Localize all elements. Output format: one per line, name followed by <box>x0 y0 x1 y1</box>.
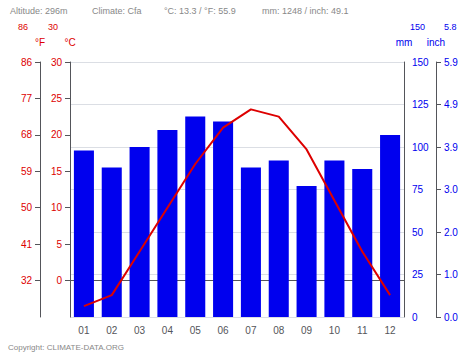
svg-text:mm: mm <box>396 37 413 48</box>
svg-text:5.9: 5.9 <box>444 57 458 68</box>
svg-text:0.0: 0.0 <box>444 312 458 323</box>
svg-text:03: 03 <box>134 325 146 336</box>
svg-text:75: 75 <box>412 184 424 195</box>
svg-text:09: 09 <box>301 325 313 336</box>
svg-text:07: 07 <box>245 325 257 336</box>
svg-text:11: 11 <box>357 325 368 336</box>
svg-text:12: 12 <box>385 325 397 336</box>
svg-text:10: 10 <box>329 325 341 336</box>
svg-text:30: 30 <box>51 57 63 68</box>
svg-text:°C: °C <box>64 37 75 48</box>
svg-text:°F: °F <box>35 37 45 48</box>
svg-text:59: 59 <box>21 166 33 177</box>
svg-text:mm: 1248 / inch: 49.1: mm: 1248 / inch: 49.1 <box>262 6 349 16</box>
svg-text:08: 08 <box>273 325 285 336</box>
svg-text:01: 01 <box>78 325 90 336</box>
svg-text:50: 50 <box>21 202 33 213</box>
svg-text:05: 05 <box>190 325 202 336</box>
svg-text:1.0: 1.0 <box>444 269 458 280</box>
svg-text:100: 100 <box>412 142 429 153</box>
svg-text:inch: inch <box>427 37 445 48</box>
svg-text:Copyright: CLIMATE-DATA.ORG: Copyright: CLIMATE-DATA.ORG <box>8 343 124 352</box>
svg-text:0: 0 <box>56 275 62 286</box>
svg-text:25: 25 <box>412 269 424 280</box>
svg-text:15: 15 <box>51 166 63 177</box>
svg-text:3.0: 3.0 <box>444 184 458 195</box>
svg-text:°C: 13.3 / °F: 55.9: °C: 13.3 / °F: 55.9 <box>164 6 236 16</box>
svg-text:150: 150 <box>410 22 425 32</box>
svg-text:20: 20 <box>51 129 63 140</box>
svg-text:2.0: 2.0 <box>444 227 458 238</box>
svg-text:86: 86 <box>18 22 28 32</box>
svg-text:32: 32 <box>21 275 33 286</box>
svg-text:25: 25 <box>51 93 63 104</box>
svg-text:41: 41 <box>21 239 33 250</box>
svg-text:86: 86 <box>21 57 33 68</box>
svg-text:77: 77 <box>21 93 33 104</box>
svg-text:30: 30 <box>48 22 58 32</box>
svg-text:0: 0 <box>412 312 418 323</box>
svg-text:02: 02 <box>106 325 118 336</box>
svg-text:5.8: 5.8 <box>444 22 457 32</box>
svg-text:4.9: 4.9 <box>444 99 458 110</box>
svg-text:Altitude: 296m: Altitude: 296m <box>10 6 68 16</box>
svg-text:3.9: 3.9 <box>444 142 458 153</box>
svg-text:10: 10 <box>51 202 63 213</box>
svg-text:150: 150 <box>412 57 429 68</box>
svg-text:50: 50 <box>412 227 424 238</box>
svg-text:68: 68 <box>21 129 33 140</box>
svg-text:5: 5 <box>56 239 62 250</box>
svg-text:04: 04 <box>162 325 174 336</box>
svg-text:06: 06 <box>218 325 230 336</box>
svg-text:Climate: Cfa: Climate: Cfa <box>92 6 142 16</box>
svg-text:125: 125 <box>412 99 429 110</box>
